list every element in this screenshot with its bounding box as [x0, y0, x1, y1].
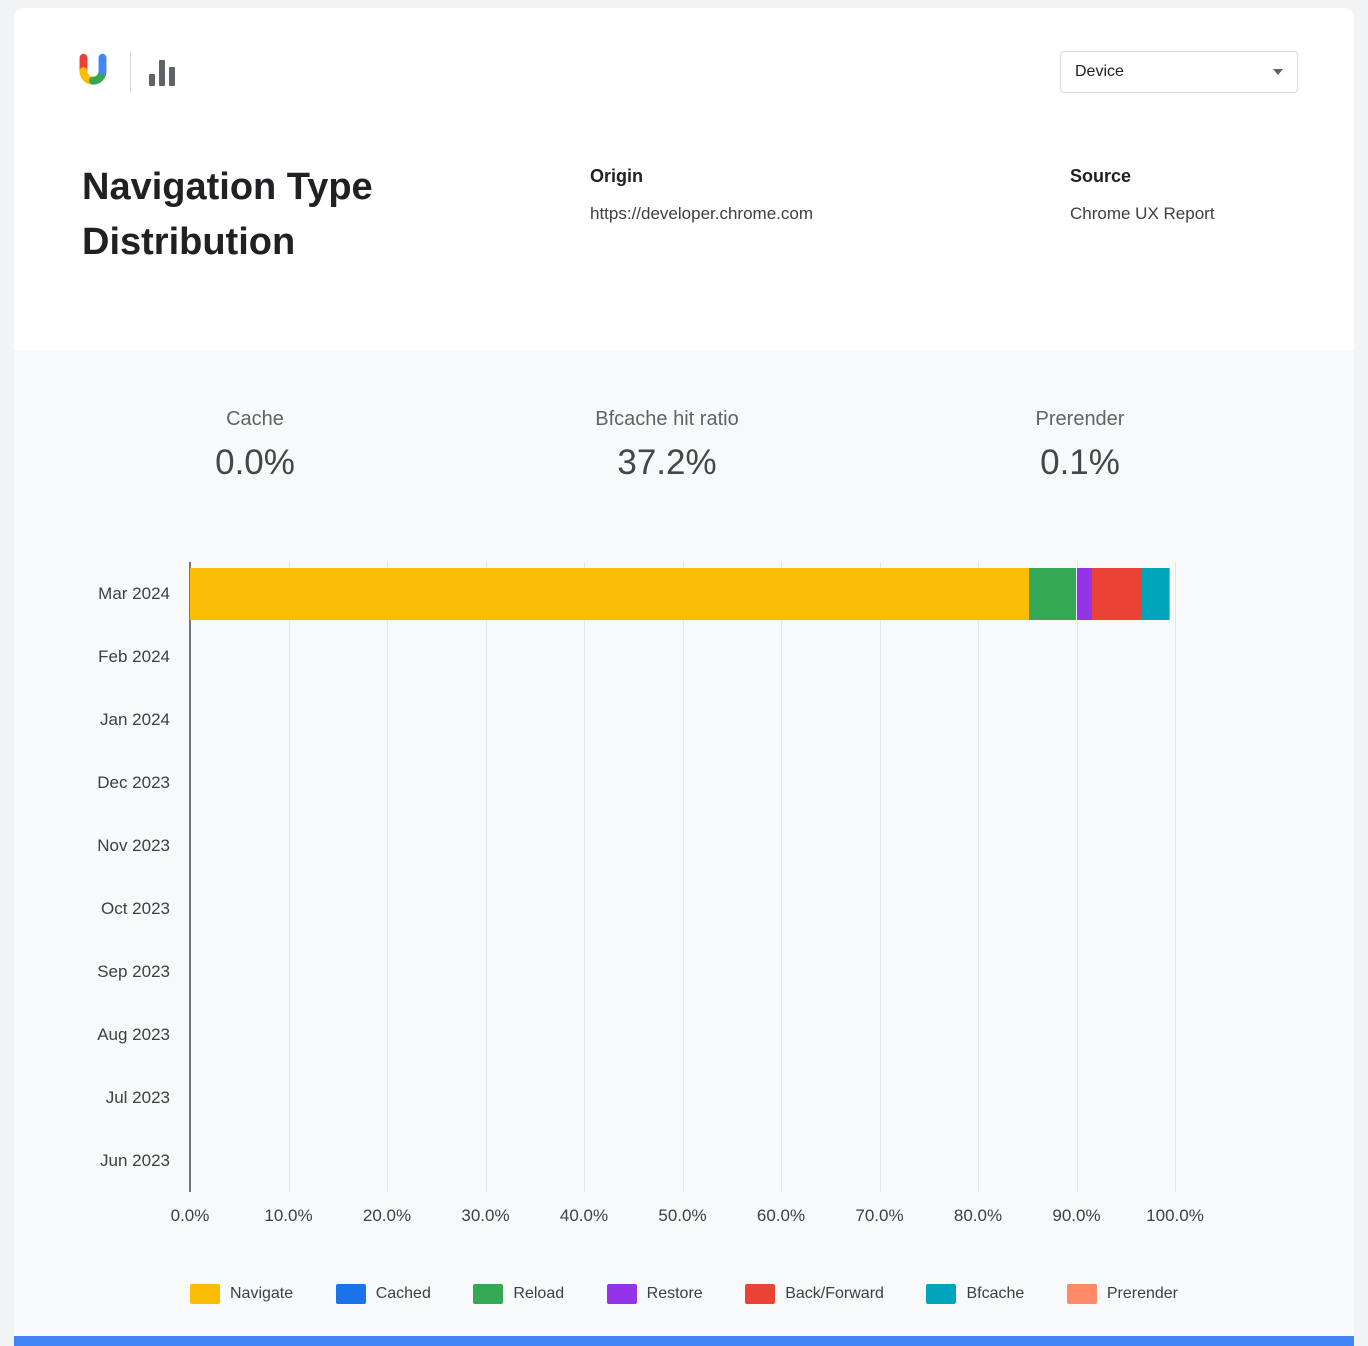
x-tick-label: 80.0%	[953, 1206, 1003, 1225]
gridline	[485, 562, 487, 1192]
bar-segment-restore[interactable]	[1076, 567, 1093, 620]
divider	[130, 52, 131, 92]
y-axis-label: Jul 2023	[105, 1087, 170, 1107]
page-title: Navigation Type Distribution	[82, 166, 373, 263]
gridline	[584, 562, 585, 1192]
origin-info: Origin https://developer.chrome.com	[590, 166, 813, 224]
gridline	[682, 562, 684, 1192]
chevron-down-icon	[1273, 69, 1283, 75]
bar-row	[190, 1135, 1175, 1187]
legend-item-reload: Reload	[473, 1284, 564, 1304]
x-tick-label: 50.0%	[658, 1206, 707, 1225]
device-dropdown-label: Device	[1075, 63, 1124, 80]
source-info: Source Chrome UX Report	[1070, 166, 1215, 224]
bar-row	[190, 694, 1175, 746]
y-axis-label: Dec 2023	[97, 772, 170, 792]
y-axis-label: Aug 2023	[97, 1024, 170, 1044]
x-tick-label: 70.0%	[855, 1206, 904, 1225]
bar-row	[190, 1009, 1175, 1061]
legend-item-prerender: Prerender	[1066, 1284, 1178, 1304]
x-tick-label: 30.0%	[461, 1206, 510, 1225]
bar-row	[190, 820, 1175, 872]
legend-swatch	[926, 1284, 957, 1304]
device-dropdown[interactable]: Device	[1060, 51, 1298, 93]
legend-label: Prerender	[1106, 1285, 1178, 1302]
origin-label: Origin	[590, 166, 643, 186]
header: Device	[74, 48, 1298, 96]
legend-swatch	[473, 1284, 504, 1304]
bar-segment-prerender[interactable]	[1169, 567, 1171, 620]
gridline	[1175, 562, 1176, 1192]
gridline	[1076, 562, 1078, 1192]
bar-chart-icon	[149, 58, 175, 86]
stat-prerender: Prerender 0.1%	[1036, 408, 1125, 483]
crux-logo-icon	[79, 53, 107, 85]
bar-segment-bfcache[interactable]	[1140, 567, 1170, 620]
legend-label: Restore	[646, 1285, 703, 1302]
legend-swatch	[1066, 1284, 1097, 1304]
source-label: Source	[1070, 166, 1132, 186]
stat-label: Cache	[226, 408, 284, 430]
bar-row	[190, 631, 1175, 683]
bar-row	[190, 567, 1175, 620]
next-chart-peek	[14, 1336, 1354, 1346]
bar-segment-back-forward[interactable]	[1092, 567, 1141, 620]
legend-label: Bfcache	[966, 1285, 1025, 1302]
legend-swatch	[606, 1284, 637, 1304]
plot-area: 0.0% 10.0% 20.0% 30.0% 40.0% 50.0% 60.0% 70.0% 8…	[97, 562, 1204, 1225]
stat-label: Bfcache hit ratio	[595, 408, 739, 430]
gridline	[781, 562, 782, 1192]
legend-item-restore: Restore	[606, 1284, 703, 1304]
legend-swatch	[745, 1284, 776, 1304]
x-tick-label: 10.0%	[264, 1206, 313, 1225]
legend-item-bfcache: Bfcache	[926, 1284, 1024, 1304]
y-axis-label: Feb 2024	[98, 646, 170, 666]
y-axis-line	[189, 562, 191, 1192]
bar-row	[190, 1072, 1175, 1124]
y-axis-label: Jun 2023	[100, 1150, 170, 1170]
x-tick-label: 90.0%	[1052, 1206, 1101, 1225]
legend-swatch	[335, 1284, 366, 1304]
bar-row	[190, 946, 1175, 998]
chart-section: Cache 0.0% Bfcache hit ratio 37.2% Prere…	[14, 350, 1354, 1346]
stat-cache: Cache 0.0%	[215, 408, 295, 483]
gridline	[387, 562, 388, 1192]
bar-segment-reload[interactable]	[1029, 567, 1077, 620]
bar-row	[190, 883, 1175, 935]
y-axis-label: Jan 2024	[100, 709, 170, 729]
legend-item-back-forward: Back/Forward	[745, 1284, 884, 1304]
y-axis-label: Mar 2024	[98, 583, 170, 603]
logo-group	[74, 52, 175, 92]
stat-label: Prerender	[1035, 408, 1125, 430]
gridline	[879, 562, 881, 1192]
bar-row	[190, 757, 1175, 809]
legend: Navigate Cached Reload Restore Back/Forward B…	[190, 1284, 1178, 1304]
legend-label: Navigate	[230, 1285, 294, 1302]
x-tick-label: 60.0%	[756, 1206, 806, 1225]
legend-swatch	[190, 1284, 220, 1304]
legend-label: Back/Forward	[785, 1285, 884, 1302]
gridline	[978, 562, 979, 1192]
y-axis-label: Oct 2023	[101, 898, 170, 918]
stat-bfcache-hit-ratio: Bfcache hit ratio 37.2%	[595, 408, 738, 483]
y-axis-label: Sep 2023	[97, 961, 170, 981]
x-tick-label: 100.0%	[1146, 1206, 1204, 1225]
y-axis-label: Nov 2023	[97, 835, 170, 855]
bar-segment-navigate[interactable]	[190, 567, 1030, 620]
stat-value: 0.0%	[215, 443, 295, 482]
legend-item-navigate: Navigate	[190, 1284, 293, 1304]
x-tick-label: 0.0%	[170, 1206, 210, 1225]
legend-item-cached: Cached	[335, 1284, 431, 1304]
origin-value: https://developer.chrome.com	[590, 204, 814, 223]
x-tick-label: 40.0%	[559, 1206, 609, 1225]
dashboard-card: Device Navigation Type Distribution Orig…	[14, 8, 1354, 1346]
gridline	[288, 562, 290, 1192]
source-value: Chrome UX Report	[1070, 204, 1215, 223]
x-tick-label: 20.0%	[362, 1206, 412, 1225]
stat-value: 37.2%	[617, 443, 717, 482]
legend-label: Reload	[513, 1285, 565, 1302]
stat-value: 0.1%	[1040, 443, 1120, 482]
legend-label: Cached	[375, 1285, 431, 1302]
